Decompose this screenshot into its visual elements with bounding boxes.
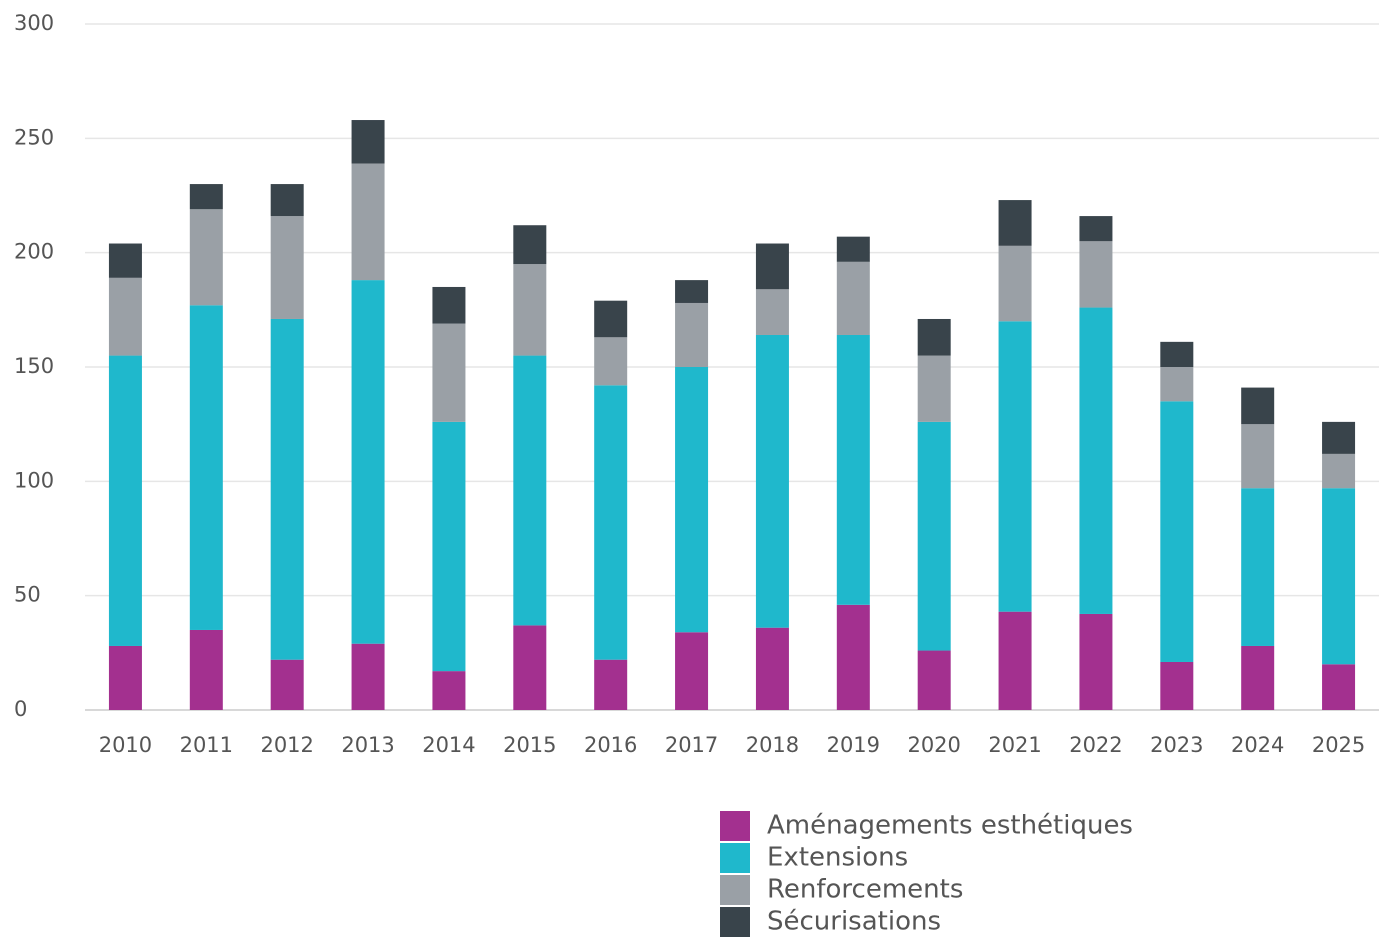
bar-segment — [1079, 241, 1113, 308]
bar-segment — [1322, 453, 1356, 489]
bar-segment — [675, 632, 709, 710]
x-tick-label: 2013 — [341, 733, 394, 757]
legend-label: Extensions — [767, 843, 908, 873]
bar-segment — [594, 300, 628, 338]
x-tick-label: 2018 — [746, 733, 799, 757]
bar-segment — [513, 625, 547, 710]
bar-segment — [513, 225, 547, 265]
bar-segment — [108, 645, 142, 710]
bar-segment — [917, 318, 951, 356]
bar-segment — [432, 421, 466, 672]
legend-label: Renforcements — [767, 875, 963, 905]
x-tick-label: 2011 — [180, 733, 233, 757]
x-tick-label: 2017 — [665, 733, 718, 757]
legend-label: Sécurisations — [767, 907, 941, 937]
bar-segment — [513, 264, 547, 356]
bar-segment — [998, 321, 1032, 612]
bar-segment — [1241, 387, 1275, 425]
bar-segment — [917, 355, 951, 422]
bar-segment — [836, 236, 870, 262]
bar-segment — [998, 245, 1032, 322]
bar-segment — [270, 184, 304, 217]
bar-segment — [108, 243, 142, 278]
bar-segment — [836, 334, 870, 605]
bar-segment — [998, 200, 1032, 246]
bar-segment — [432, 323, 466, 422]
bar-segment — [432, 286, 466, 324]
x-tick-label: 2025 — [1312, 733, 1365, 757]
bar-segment — [675, 302, 709, 367]
bar-segment — [189, 305, 223, 630]
legend-swatch — [720, 907, 750, 937]
bar-segment — [1079, 216, 1113, 242]
y-tick-label: 100 — [14, 468, 54, 492]
bar-segment — [675, 367, 709, 633]
bar-segment — [1160, 341, 1194, 367]
bar-segment — [351, 120, 385, 164]
bar-segment — [189, 209, 223, 306]
bar-segment — [836, 604, 870, 710]
bar-segment — [1079, 307, 1113, 614]
bar-segment — [351, 643, 385, 710]
bar-segment — [1322, 664, 1356, 710]
bar-segment — [1160, 661, 1194, 710]
bar-segment — [189, 629, 223, 710]
legend-swatch — [720, 875, 750, 905]
y-tick-label: 150 — [14, 354, 54, 378]
bar-segment — [432, 671, 466, 710]
x-tick-label: 2022 — [1069, 733, 1122, 757]
bar-segment — [755, 289, 789, 335]
bar-segment — [351, 163, 385, 281]
y-tick-label: 50 — [14, 583, 41, 607]
bar-segment — [270, 659, 304, 710]
bar-segment — [270, 318, 304, 660]
bar-segment — [1322, 488, 1356, 665]
y-tick-label: 0 — [14, 697, 27, 721]
bar-segment — [1079, 613, 1113, 710]
x-tick-label: 2014 — [422, 733, 475, 757]
x-tick-label: 2015 — [503, 733, 556, 757]
bar-segment — [108, 355, 142, 646]
x-tick-label: 2016 — [584, 733, 637, 757]
bar-segment — [594, 337, 628, 386]
x-tick-label: 2024 — [1231, 733, 1284, 757]
legend-label: Aménagements esthétiques — [767, 811, 1133, 841]
bar-segment — [675, 280, 709, 303]
x-tick-label: 2010 — [99, 733, 152, 757]
bar-segment — [755, 334, 789, 628]
bar-segment — [1322, 421, 1356, 454]
y-tick-label: 200 — [14, 240, 54, 264]
bar-segment — [1241, 424, 1275, 489]
bar-segment — [1241, 645, 1275, 710]
y-tick-label: 250 — [14, 125, 54, 149]
bar-segment — [594, 659, 628, 710]
x-tick-label: 2012 — [260, 733, 313, 757]
bar-segment — [270, 216, 304, 319]
bar-segment — [917, 421, 951, 651]
bar-segment — [594, 385, 628, 660]
x-tick-label: 2020 — [907, 733, 960, 757]
bar-segment — [189, 184, 223, 210]
bar-segment — [1241, 488, 1275, 646]
bar-segment — [351, 280, 385, 644]
x-tick-label: 2023 — [1150, 733, 1203, 757]
x-tick-label: 2021 — [988, 733, 1041, 757]
bar-segment — [513, 355, 547, 626]
x-tick-label: 2019 — [827, 733, 880, 757]
bar-segment — [836, 261, 870, 335]
bar-segment — [998, 611, 1032, 710]
bar-segment — [108, 277, 142, 356]
bar-segment — [1160, 367, 1194, 402]
y-tick-label: 300 — [14, 11, 54, 35]
bar-segment — [755, 243, 789, 290]
legend-swatch — [720, 811, 750, 841]
bar-segment — [1160, 401, 1194, 662]
bar-segment — [917, 650, 951, 710]
legend-swatch — [720, 843, 750, 873]
bar-segment — [755, 627, 789, 710]
